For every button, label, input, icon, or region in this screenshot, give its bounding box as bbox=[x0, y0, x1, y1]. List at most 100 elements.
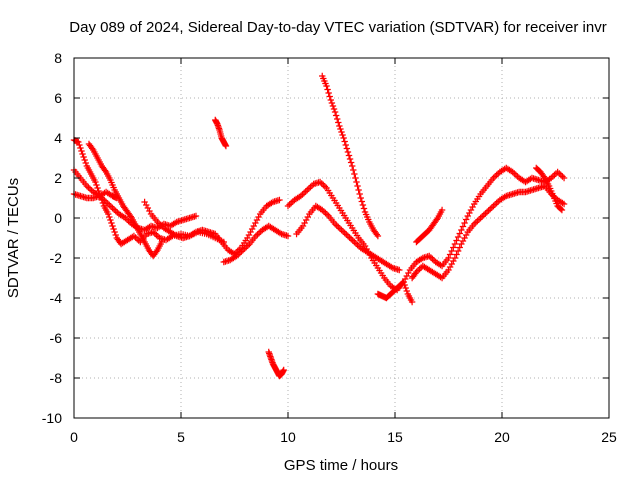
data-point bbox=[554, 168, 561, 176]
data-point bbox=[560, 174, 568, 182]
data-point bbox=[356, 190, 363, 198]
data-point bbox=[329, 102, 337, 110]
data-point bbox=[472, 219, 479, 226]
data-point bbox=[77, 144, 84, 152]
data-point bbox=[512, 171, 520, 179]
data-point bbox=[558, 206, 566, 214]
data-point bbox=[332, 112, 340, 119]
data-point bbox=[81, 156, 88, 164]
data-point bbox=[487, 205, 494, 213]
data-point bbox=[105, 210, 112, 218]
data-point bbox=[286, 201, 293, 208]
data-point bbox=[396, 266, 403, 274]
data-point bbox=[438, 206, 446, 214]
y-tick-label: 4 bbox=[54, 130, 62, 146]
data-point bbox=[337, 125, 344, 133]
data-point bbox=[322, 209, 329, 217]
data-point bbox=[252, 219, 259, 227]
data-point bbox=[408, 298, 416, 306]
series-track-l bbox=[374, 278, 416, 306]
data-point bbox=[357, 194, 364, 202]
data-point bbox=[448, 260, 455, 268]
data-point bbox=[75, 138, 82, 146]
data-point bbox=[446, 251, 454, 258]
data-point bbox=[344, 148, 352, 156]
series-track-g bbox=[220, 222, 292, 266]
data-point bbox=[92, 178, 99, 186]
data-point bbox=[454, 233, 462, 241]
y-tick-label: 8 bbox=[54, 50, 62, 66]
x-tick-label: 15 bbox=[387, 429, 403, 445]
data-point bbox=[76, 141, 83, 149]
data-point bbox=[88, 145, 96, 152]
data-point bbox=[250, 222, 257, 230]
data-point bbox=[318, 180, 325, 187]
data-point bbox=[451, 240, 459, 248]
series-track-i bbox=[284, 164, 568, 294]
data-point bbox=[451, 254, 459, 262]
data-point bbox=[353, 178, 360, 186]
data-point bbox=[79, 150, 86, 158]
data-point bbox=[373, 231, 381, 238]
data-point bbox=[158, 238, 165, 246]
data-point bbox=[132, 234, 139, 241]
data-point bbox=[106, 201, 113, 209]
series-track-e bbox=[141, 196, 283, 258]
x-tick-label: 10 bbox=[280, 429, 296, 445]
data-point bbox=[109, 222, 116, 230]
series-track-b bbox=[70, 166, 200, 234]
data-point bbox=[352, 240, 360, 247]
data-point bbox=[284, 232, 292, 240]
data-point bbox=[321, 183, 329, 190]
series-track-m bbox=[408, 182, 568, 282]
series-track-k bbox=[293, 202, 403, 274]
data-point bbox=[110, 225, 117, 233]
data-point bbox=[325, 89, 332, 97]
data-point bbox=[458, 240, 465, 248]
data-point bbox=[111, 228, 118, 236]
data-point bbox=[192, 212, 200, 220]
data-point bbox=[78, 147, 85, 155]
data-point bbox=[107, 216, 114, 224]
data-point bbox=[80, 153, 87, 161]
data-point bbox=[462, 231, 470, 239]
data-point bbox=[475, 216, 483, 223]
data-point bbox=[302, 216, 310, 224]
data-point bbox=[342, 141, 349, 149]
data-point bbox=[255, 229, 263, 237]
data-point bbox=[485, 207, 492, 214]
data-point bbox=[461, 234, 468, 242]
data-point bbox=[343, 145, 351, 152]
data-point bbox=[352, 174, 359, 182]
data-point bbox=[335, 223, 342, 231]
data-point bbox=[477, 214, 484, 222]
data-point bbox=[459, 223, 467, 230]
data-point bbox=[112, 207, 119, 215]
series-track-o bbox=[533, 164, 566, 214]
data-point bbox=[540, 173, 547, 180]
data-point bbox=[557, 205, 565, 213]
data-point bbox=[350, 166, 357, 174]
series-track-n bbox=[413, 206, 446, 246]
data-point bbox=[466, 209, 473, 217]
data-point bbox=[335, 119, 342, 126]
data-point bbox=[101, 167, 109, 174]
data-point bbox=[112, 231, 119, 239]
data-point bbox=[345, 152, 353, 159]
data-point bbox=[328, 99, 336, 107]
data-point bbox=[480, 211, 488, 219]
data-point bbox=[493, 199, 500, 207]
data-point bbox=[141, 198, 148, 206]
series-track-f bbox=[212, 116, 230, 150]
data-point bbox=[427, 254, 435, 261]
data-point bbox=[461, 219, 468, 227]
data-point bbox=[358, 198, 366, 205]
data-point bbox=[445, 254, 452, 262]
data-point bbox=[245, 231, 253, 239]
data-point bbox=[453, 251, 460, 258]
data-point bbox=[86, 185, 94, 193]
data-point bbox=[450, 257, 457, 265]
data-point bbox=[247, 228, 254, 236]
data-point bbox=[323, 82, 330, 90]
data-point bbox=[493, 171, 500, 179]
